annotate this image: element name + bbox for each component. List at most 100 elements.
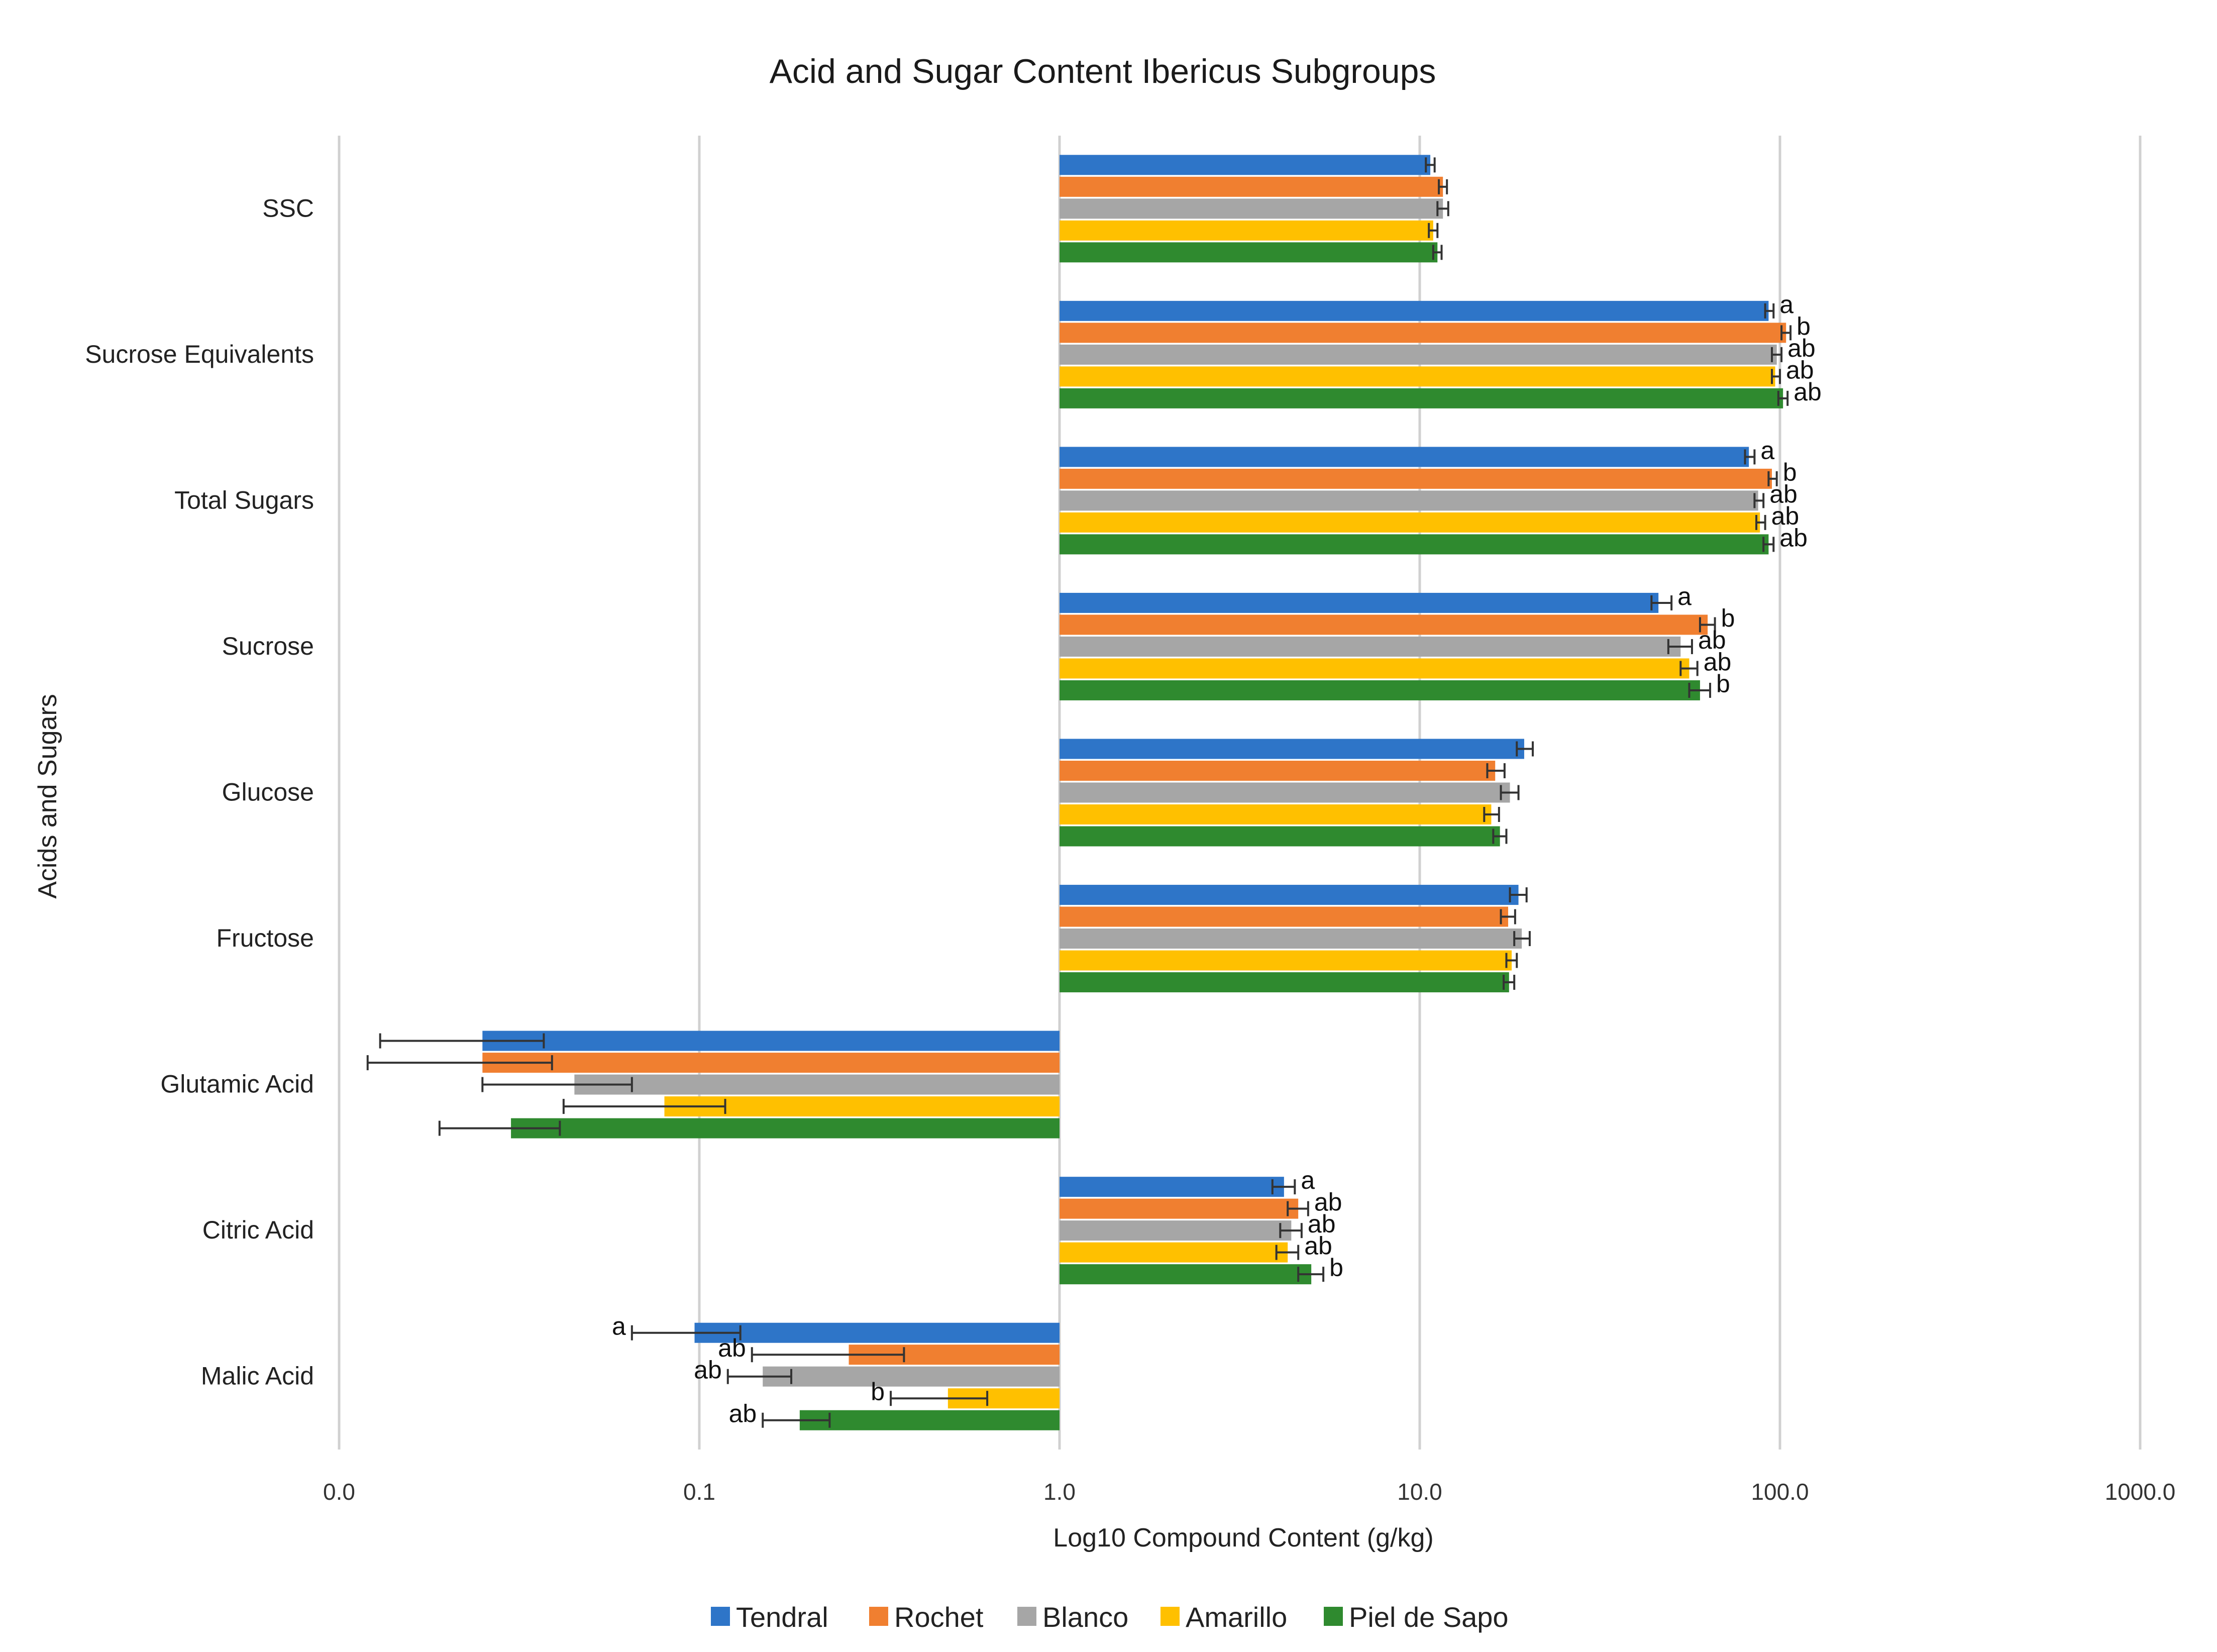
legend: Tendral Rochet Blanco Amarillo Piel de Sapo: [711, 1601, 1509, 1633]
legend-swatch: [1324, 1607, 1343, 1626]
legend-label: Piel de Sapo: [1349, 1601, 1509, 1633]
category-label: Sucrose Equivalents: [85, 340, 314, 368]
significance-letter: ab: [1704, 648, 1732, 676]
significance-letter: ab: [729, 1400, 757, 1428]
bar: [1060, 155, 1431, 175]
bar: [1060, 1220, 1292, 1241]
legend-swatch: [1160, 1607, 1180, 1626]
significance-letter: ab: [1698, 626, 1726, 654]
bar: [1060, 512, 1760, 533]
significance-letter: ab: [1793, 378, 1822, 406]
bar: [1060, 1264, 1312, 1285]
bar: [1060, 804, 1492, 824]
x-tick-label: 100.0: [1751, 1479, 1809, 1505]
bar: [1060, 242, 1438, 263]
significance-letter: a: [1677, 582, 1692, 610]
significance-letter: ab: [1787, 334, 1816, 362]
legend-label: Blanco: [1042, 1601, 1128, 1633]
x-tick-label: 0.0: [323, 1479, 355, 1505]
bar: [1060, 782, 1510, 803]
significance-letter: b: [1721, 604, 1735, 632]
bars: [482, 155, 1786, 1430]
bar: [1060, 592, 1659, 613]
bar: [1060, 636, 1681, 657]
significance-letter: ab: [1304, 1232, 1332, 1260]
bar: [763, 1366, 1060, 1387]
bar: [482, 1053, 1060, 1073]
category-label: Malic Acid: [201, 1362, 314, 1390]
significance-letter: b: [1716, 670, 1730, 698]
significance-letter: b: [871, 1378, 885, 1406]
significance-letter: ab: [1769, 480, 1798, 508]
significance-letter: a: [1301, 1166, 1315, 1194]
bar: [1060, 885, 1519, 905]
x-tick-label: 1.0: [1043, 1479, 1076, 1505]
bar: [1060, 198, 1443, 219]
bar: [664, 1096, 1060, 1117]
x-tick-label: 0.1: [683, 1479, 715, 1505]
x-axis-title: Log10 Compound Content (g/kg): [1053, 1523, 1433, 1553]
bar: [574, 1074, 1060, 1095]
bar: [1060, 344, 1777, 365]
legend-swatch: [1017, 1607, 1036, 1626]
significance-letter: b: [1329, 1254, 1343, 1282]
bar: [1060, 468, 1772, 489]
significance-letter: ab: [1786, 356, 1814, 384]
bar: [1060, 906, 1509, 927]
bar: [482, 1030, 1060, 1051]
bar: [694, 1322, 1060, 1343]
significance-letter: ab: [1308, 1210, 1336, 1238]
category-label: Glutamic Acid: [160, 1070, 314, 1098]
bar: [511, 1118, 1060, 1139]
category-label: Total Sugars: [174, 486, 314, 514]
bar: [1060, 1198, 1299, 1219]
category-label: SSC: [262, 194, 314, 222]
bar: [1060, 176, 1443, 197]
bar: [1060, 826, 1500, 847]
bar: [1060, 323, 1786, 343]
bar: [1060, 388, 1783, 408]
y-axis-title: Acids and Sugars: [33, 694, 62, 899]
bar: [799, 1410, 1060, 1430]
significance-letter: ab: [694, 1356, 722, 1384]
bar: [1060, 366, 1775, 387]
bar: [1060, 490, 1758, 511]
significance-letter: ab: [1771, 502, 1800, 530]
bar: [1060, 972, 1509, 993]
bar: [1060, 1242, 1288, 1263]
category-labels: SSC Sucrose Equivalents Total Sugars Sucros…: [85, 194, 314, 1390]
significance-letter: ab: [1779, 524, 1808, 552]
significance-letter: b: [1783, 458, 1797, 486]
category-label: Fructose: [216, 924, 314, 952]
significance-letter: ab: [1314, 1188, 1342, 1216]
category-label: Glucose: [222, 778, 314, 806]
bar: [1060, 1177, 1284, 1197]
significance-letter: a: [1760, 436, 1774, 464]
category-label: Citric Acid: [202, 1216, 314, 1244]
bar: [1060, 614, 1708, 635]
x-tick-labels: 0.0 0.1 1.0 10.0 100.0 1000.0: [323, 1479, 2175, 1505]
bar: [1060, 761, 1496, 781]
bar: [1060, 534, 1769, 555]
legend-label: Amarillo: [1186, 1601, 1287, 1633]
bar: [1060, 658, 1690, 679]
x-tick-label: 10.0: [1397, 1479, 1442, 1505]
bar: [1060, 220, 1433, 241]
legend-swatch: [711, 1607, 730, 1626]
legend-label: Tendral: [736, 1601, 828, 1633]
legend-swatch: [869, 1607, 888, 1626]
bar: [1060, 928, 1522, 949]
bar: [1060, 300, 1769, 321]
significance-letter: ab: [718, 1334, 746, 1362]
x-tick-label: 1000.0: [2105, 1479, 2176, 1505]
chart-title: Acid and Sugar Content Ibericus Subgroup…: [770, 52, 1436, 90]
bar: [1060, 680, 1700, 700]
category-label: Sucrose: [222, 632, 314, 660]
significance-letter: a: [612, 1312, 626, 1340]
legend-label: Rochet: [894, 1601, 984, 1633]
significance-letter: a: [1779, 290, 1793, 319]
bar: [1060, 950, 1512, 971]
significance-letter: b: [1797, 312, 1811, 340]
